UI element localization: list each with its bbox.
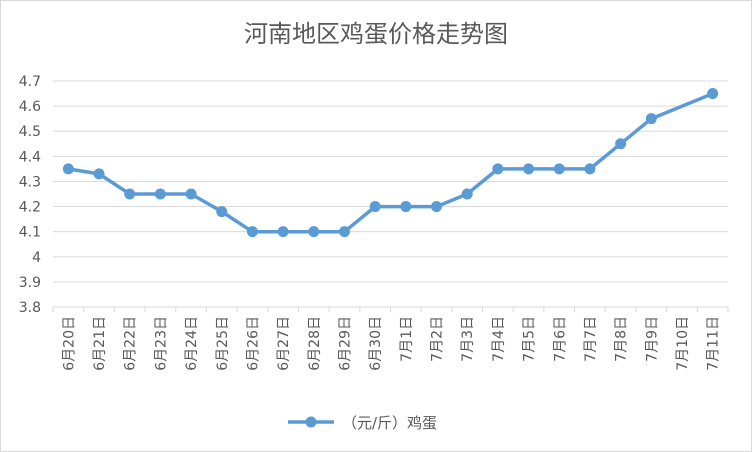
x-tick-label: 7月2日 bbox=[430, 316, 446, 362]
data-point bbox=[369, 201, 381, 213]
data-point bbox=[492, 163, 504, 175]
x-tick-label: 7月10日 bbox=[675, 316, 691, 371]
y-tick-label: 4.5 bbox=[19, 124, 41, 140]
x-tick-label: 6月20日 bbox=[61, 316, 77, 371]
x-tick-label: 6月21日 bbox=[92, 316, 108, 371]
data-point bbox=[431, 201, 443, 213]
x-tick-label: 7月8日 bbox=[614, 316, 630, 362]
x-tick-label: 6月27日 bbox=[276, 316, 292, 371]
legend: （元/斤）鸡蛋 bbox=[286, 410, 437, 434]
data-point bbox=[246, 226, 258, 238]
data-point bbox=[185, 188, 197, 200]
data-point bbox=[553, 163, 565, 175]
data-point bbox=[62, 163, 74, 175]
data-point bbox=[124, 188, 136, 200]
data-point bbox=[584, 163, 596, 175]
data-point bbox=[216, 206, 228, 218]
x-tick-label: 6月26日 bbox=[245, 316, 261, 371]
x-tick-label: 7月6日 bbox=[552, 316, 568, 362]
data-point bbox=[645, 113, 657, 125]
y-tick-label: 4.4 bbox=[19, 149, 41, 165]
y-tick-label: 4 bbox=[32, 250, 41, 266]
x-tick-label: 7月11日 bbox=[706, 316, 722, 371]
x-tick-label: 6月28日 bbox=[307, 316, 323, 371]
x-tick-label: 6月22日 bbox=[123, 316, 139, 371]
data-point bbox=[707, 88, 719, 100]
data-point bbox=[461, 188, 473, 200]
x-tick-label: 7月5日 bbox=[522, 316, 538, 362]
data-point bbox=[277, 226, 289, 238]
x-tick-label: 6月25日 bbox=[215, 316, 231, 371]
chart-title: 河南地区鸡蛋价格走势图 bbox=[244, 20, 508, 48]
x-tick-label: 6月29日 bbox=[337, 316, 353, 371]
y-tick-label: 3.9 bbox=[19, 275, 41, 291]
legend-label: （元/斤）鸡蛋 bbox=[342, 413, 438, 432]
series-line bbox=[68, 91, 714, 234]
x-tick-label: 7月7日 bbox=[583, 316, 599, 362]
y-tick-label: 3.8 bbox=[19, 300, 41, 316]
data-point bbox=[308, 226, 320, 238]
x-tick-label: 7月1日 bbox=[399, 316, 415, 362]
y-tick-label: 4.3 bbox=[19, 174, 41, 190]
y-tick-label: 4.1 bbox=[19, 225, 41, 241]
data-point bbox=[154, 188, 166, 200]
x-tick-label: 7月9日 bbox=[644, 316, 660, 362]
x-tick-label: 7月4日 bbox=[491, 316, 507, 362]
x-tick-label: 6月30日 bbox=[368, 316, 384, 371]
data-point bbox=[400, 201, 412, 213]
y-tick-label: 4.7 bbox=[19, 74, 41, 90]
x-tick-label: 6月23日 bbox=[153, 316, 169, 371]
data-point bbox=[338, 226, 350, 238]
data-point bbox=[523, 163, 535, 175]
data-point bbox=[615, 138, 627, 150]
x-tick-label: 7月3日 bbox=[460, 316, 476, 362]
y-tick-label: 4.2 bbox=[19, 200, 41, 216]
y-tick-label: 4.6 bbox=[19, 99, 41, 115]
legend-marker bbox=[288, 416, 334, 428]
data-point bbox=[93, 168, 105, 180]
x-tick-label: 6月24日 bbox=[184, 316, 200, 371]
